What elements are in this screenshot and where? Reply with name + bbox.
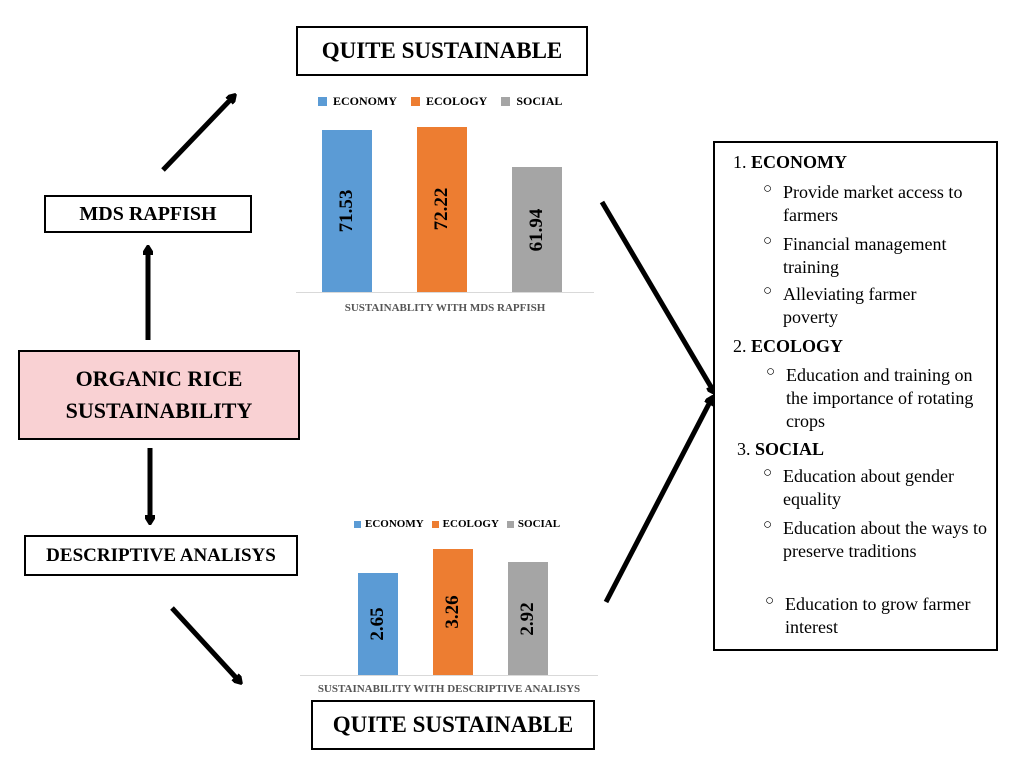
rec-economy-item-2: ○ Financial management training bbox=[763, 233, 988, 279]
rec-economy-item-1-text: Provide market access to farmers bbox=[783, 182, 963, 225]
chart-mds-caption: SUSTAINABLITY WITH MDS RAPFISH bbox=[344, 302, 546, 314]
legend-label-social: SOCIAL bbox=[517, 518, 561, 530]
data-label-ecology: 72.22 bbox=[431, 188, 452, 231]
rec-economy-item-1: ○ Provide market access to farmers bbox=[763, 181, 983, 227]
rec-section-social-heading: 3. SOCIAL bbox=[737, 438, 824, 461]
rec-section-ecology-heading: 2. ECOLOGY bbox=[733, 335, 843, 358]
bullet-circle-icon: ○ bbox=[763, 233, 773, 249]
bar-economy bbox=[322, 129, 372, 292]
legend-social: SOCIAL bbox=[501, 94, 562, 109]
data-label-economy: 71.53 bbox=[336, 189, 357, 233]
method-mds-label: MDS RAPFISH bbox=[79, 202, 217, 225]
data-label-ecology: 3.26 bbox=[442, 595, 463, 629]
bullet-circle-icon: ○ bbox=[763, 181, 773, 197]
chart-descriptive-plot: 2.65 3.26 2.92 bbox=[300, 512, 598, 698]
center-label-line2: SUSTAINABILITY bbox=[65, 398, 253, 423]
rec-social-title: SOCIAL bbox=[755, 439, 825, 459]
legend-label-economy: ECONOMY bbox=[365, 518, 424, 530]
rec-ecology-number: 2. bbox=[733, 336, 747, 356]
chart-descriptive-caption: SUSTAINABILITY WITH DESCRIPTIVE ANALISYS bbox=[317, 683, 581, 695]
legend-swatch-economy bbox=[318, 97, 327, 106]
arrow-mds-to-top-result bbox=[161, 96, 234, 172]
bar-economy bbox=[358, 572, 398, 675]
result-top-quite-sustainable: QUITE SUSTAINABLE bbox=[296, 26, 588, 76]
legend-social: SOCIAL bbox=[506, 518, 561, 530]
data-label-social: 61.94 bbox=[526, 208, 547, 251]
bar-social bbox=[508, 562, 548, 675]
chart-descriptive-analysis: ECONOMY ECOLOGY SOCIAL 2.65 3.26 2.92 SUST… bbox=[300, 512, 598, 698]
chart-baseline bbox=[296, 292, 594, 293]
arrow-bottom-chart-to-recommendations bbox=[603, 398, 712, 604]
rec-economy-item-3: ○ Alleviating farmer poverty bbox=[763, 283, 973, 329]
rec-section-economy-heading: 1. ECONOMY bbox=[733, 151, 847, 174]
bullet-circle-icon: ○ bbox=[763, 517, 773, 533]
recommendations-panel: 1. ECONOMY ○ Provide market access to fa… bbox=[713, 141, 998, 651]
bullet-circle-icon: ○ bbox=[763, 465, 773, 481]
bullet-circle-icon: ○ bbox=[766, 364, 776, 380]
chart-descriptive-legend: ECONOMY ECOLOGY SOCIAL bbox=[354, 518, 574, 530]
result-top-label: QUITE SUSTAINABLE bbox=[321, 38, 563, 63]
bullet-circle-icon: ○ bbox=[763, 283, 773, 299]
legend-label-ecology: ECOLOGY bbox=[426, 94, 488, 108]
bar-ecology bbox=[433, 549, 473, 675]
legend-label-social: SOCIAL bbox=[516, 94, 563, 108]
legend-ecology: ECOLOGY bbox=[431, 518, 499, 530]
chart-mds-rapfish: ECONOMY ECOLOGY SOCIAL 71.53 72.22 61.94 S… bbox=[296, 88, 594, 320]
legend-swatch-ecology bbox=[431, 520, 439, 528]
legend-label-economy: ECONOMY bbox=[333, 94, 397, 108]
legend-economy: ECONOMY bbox=[318, 94, 397, 109]
rec-social-item-1: ○ Education about gender equality bbox=[763, 465, 963, 511]
rec-economy-item-2-text: Financial management training bbox=[783, 234, 947, 277]
rec-social-item-2: ○ Education about the ways to preserve t… bbox=[763, 517, 988, 563]
rec-social-item-3-text: Education to grow farmer interest bbox=[785, 594, 971, 637]
rec-social-item-3: ○ Education to grow farmer interest bbox=[765, 593, 975, 639]
center-label-line1: ORGANIC RICE bbox=[75, 366, 243, 391]
legend-swatch-ecology bbox=[411, 97, 420, 106]
method-descriptive-label: DESCRIPTIVE ANALISYS bbox=[46, 544, 276, 566]
legend-label-ecology: ECOLOGY bbox=[442, 518, 499, 530]
bullet-circle-icon: ○ bbox=[765, 593, 775, 609]
rec-ecology-item-1: ○ Education and training on the importan… bbox=[766, 364, 986, 433]
method-descriptive-analysis: DESCRIPTIVE ANALISYS bbox=[24, 535, 298, 576]
rec-ecology-title: ECOLOGY bbox=[751, 336, 844, 356]
legend-ecology: ECOLOGY bbox=[411, 94, 487, 109]
rec-economy-item-3-text: Alleviating farmer poverty bbox=[783, 284, 917, 327]
arrow-top-chart-to-recommendations bbox=[599, 200, 714, 392]
chart-baseline bbox=[300, 675, 598, 676]
rec-social-number: 3. bbox=[737, 439, 751, 459]
bar-social bbox=[512, 167, 562, 292]
rec-economy-number: 1. bbox=[733, 152, 747, 172]
rec-social-item-2-text: Education about the ways to preserve tra… bbox=[783, 518, 987, 561]
rec-economy-title: ECONOMY bbox=[751, 152, 847, 172]
data-label-social: 2.92 bbox=[517, 602, 538, 636]
data-label-economy: 2.65 bbox=[367, 607, 388, 641]
legend-swatch-economy bbox=[354, 520, 361, 528]
chart-mds-plot: 71.53 72.22 61.94 bbox=[296, 88, 594, 320]
rec-ecology-item-1-text: Education and training on the importance… bbox=[786, 365, 974, 431]
result-bottom-label: QUITE SUSTAINABLE bbox=[332, 712, 574, 737]
chart-mds-legend: ECONOMY ECOLOGY SOCIAL bbox=[318, 94, 576, 109]
center-node-organic-rice-sustainability: ORGANIC RICE SUSTAINABILITY bbox=[18, 350, 300, 440]
legend-economy: ECONOMY bbox=[354, 518, 424, 530]
method-mds-rapfish: MDS RAPFISH bbox=[44, 195, 252, 233]
bar-ecology bbox=[417, 126, 467, 292]
legend-swatch-social bbox=[501, 97, 511, 106]
legend-swatch-social bbox=[506, 520, 514, 528]
rec-social-item-1-text: Education about gender equality bbox=[783, 466, 954, 509]
result-bottom-quite-sustainable: QUITE SUSTAINABLE bbox=[311, 700, 595, 750]
arrow-descriptive-to-bottom-result bbox=[170, 606, 240, 682]
